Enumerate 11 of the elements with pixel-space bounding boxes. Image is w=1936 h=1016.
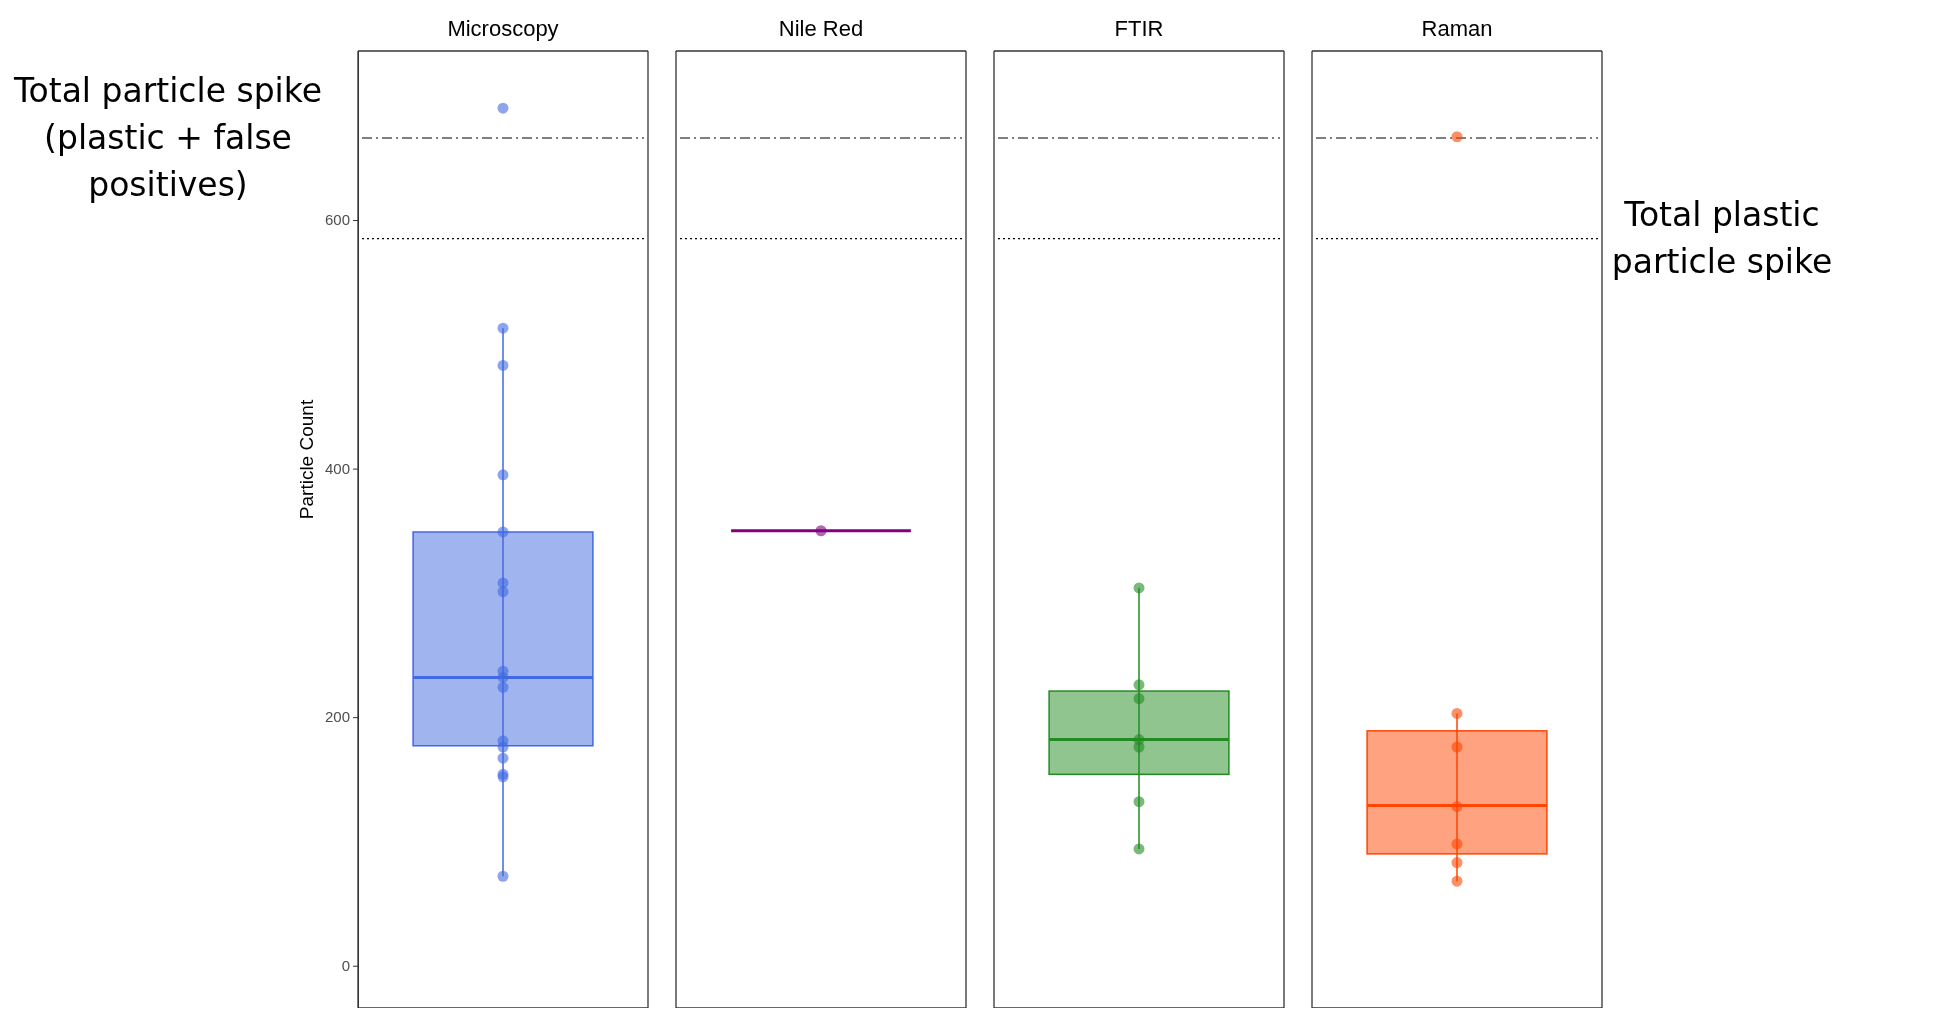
x-tick-label: FTIR bbox=[1114, 16, 1164, 41]
y-tick-label: 600 bbox=[324, 211, 350, 229]
ref-line-label: Total plastic particle spike bbox=[1611, 195, 1833, 282]
ref-line-label: Total particle spike (plastic + false positives) bbox=[12, 71, 323, 204]
x-tick-label: Raman bbox=[1421, 16, 1493, 41]
y-tick-label: 400 bbox=[324, 459, 350, 477]
y-tick-label: 200 bbox=[324, 708, 350, 726]
x-tick-label: Microscopy bbox=[447, 16, 559, 41]
y-tick-label: 0 bbox=[341, 957, 350, 975]
y-axis-title: Particle Count bbox=[296, 399, 317, 520]
x-tick-label: Nile Red bbox=[778, 16, 864, 41]
